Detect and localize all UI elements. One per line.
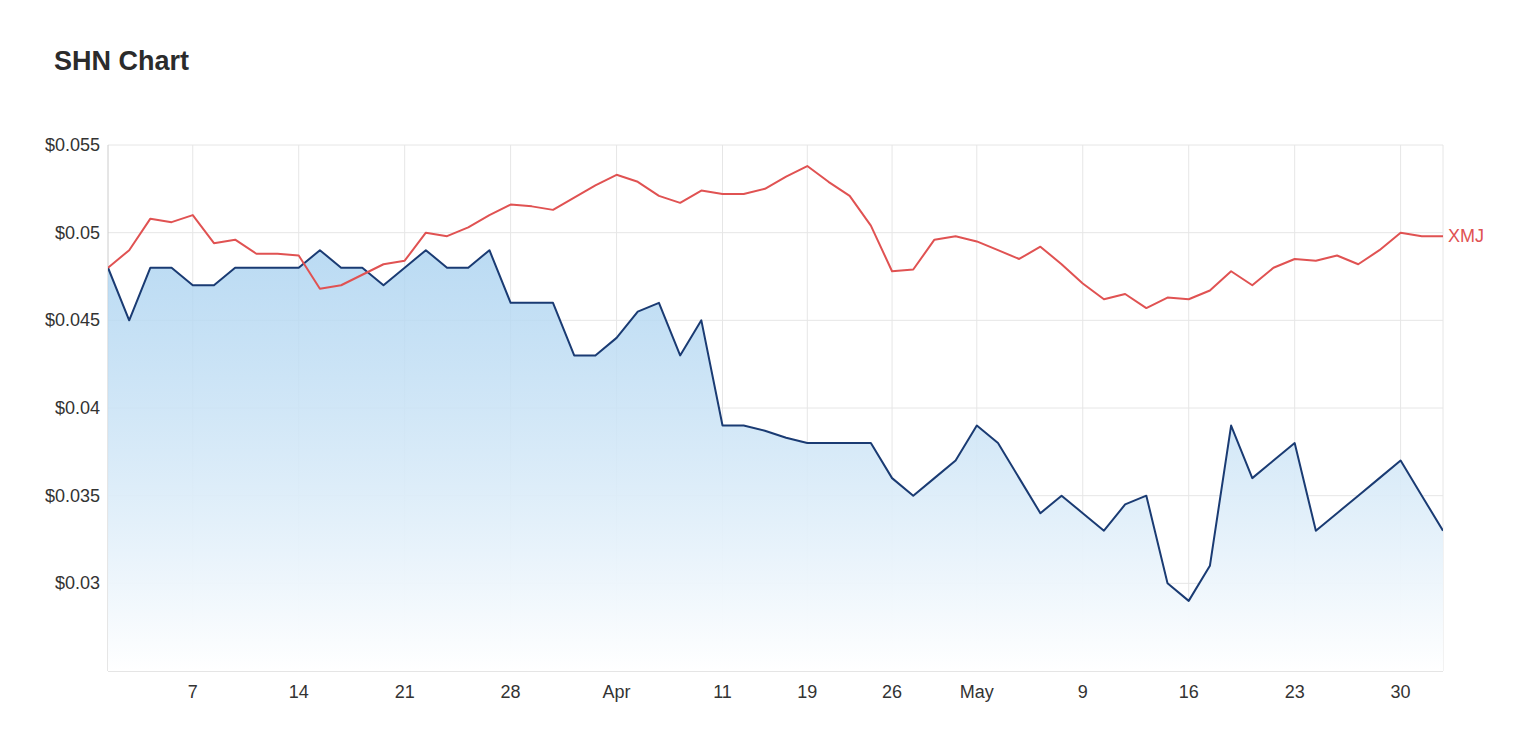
y-tick-label: $0.04	[55, 398, 100, 418]
x-tick-label: 16	[1179, 682, 1199, 702]
x-tick-label: May	[960, 682, 994, 702]
y-tick-label: $0.035	[45, 486, 100, 506]
y-tick-label: $0.05	[55, 223, 100, 243]
x-tick-label: 28	[501, 682, 521, 702]
series-label: XMJ	[1448, 226, 1484, 246]
x-tick-label: 14	[289, 682, 309, 702]
plot-area	[108, 166, 1443, 671]
series-line	[108, 166, 1443, 308]
x-tick-label: 21	[395, 682, 415, 702]
y-grid-line	[108, 232, 1443, 233]
title: SHN Chart	[54, 46, 189, 76]
x-tick-label: 23	[1285, 682, 1305, 702]
x-tick-label: 26	[882, 682, 902, 702]
y-tick-label: $0.045	[45, 310, 100, 330]
x-tick-label: Apr	[603, 682, 631, 702]
y-tick-label: $0.03	[55, 573, 100, 593]
x-grid-line	[1188, 145, 1189, 671]
x-tick-label: 7	[188, 682, 198, 702]
chart: SHN Chart $0.03 $0.035 $0.04 $0.045 $0.05 $0.0…	[0, 0, 1535, 746]
y-tick-label: $0.055	[45, 135, 100, 155]
grid	[108, 145, 1443, 671]
x-tick-label: 11	[713, 682, 732, 702]
x-tick-label: 9	[1078, 682, 1088, 702]
series-line	[108, 250, 1443, 601]
x-tick-label: 30	[1391, 682, 1411, 702]
area-fill	[108, 250, 1443, 671]
y-grid-line	[108, 145, 1443, 146]
x-tick-label: 19	[797, 682, 817, 702]
